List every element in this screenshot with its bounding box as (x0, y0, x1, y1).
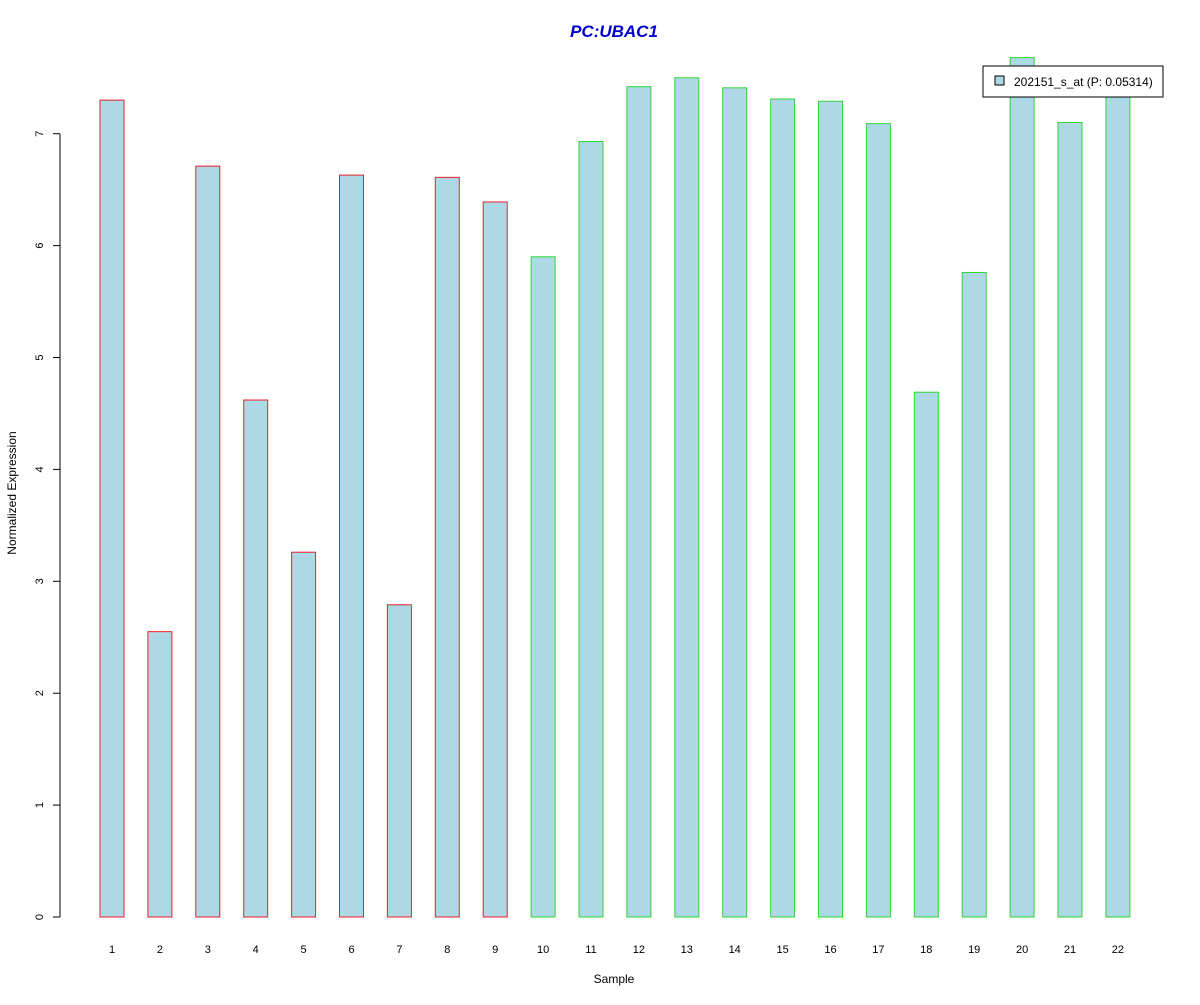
x-tick-label: 16 (824, 944, 836, 956)
y-tick-label: 7 (34, 131, 46, 137)
y-tick-label: 4 (34, 466, 46, 472)
y-tick-label: 0 (34, 914, 46, 920)
bars (99, 57, 1131, 918)
bar-sample-12 (626, 86, 652, 918)
x-tick-label: 5 (301, 944, 307, 956)
legend-series-label: 202151_s_at (P: 0.05314) (1014, 75, 1153, 89)
bar-sample-18 (913, 391, 939, 918)
x-tick-label: 2 (157, 944, 163, 956)
bar-sample-7 (386, 604, 412, 918)
y-tick-label: 5 (34, 354, 46, 360)
x-tick-label: 20 (1016, 944, 1028, 956)
bar-sample-21 (1057, 122, 1083, 918)
x-tick-labels: 1 2 3 4 5 6 7 8 9 10 11 12 13 14 15 16 17 18 19 20 21 22 (109, 944, 1124, 956)
bar-sample-22 (1105, 86, 1131, 918)
bar-sample-20 (1009, 57, 1035, 918)
x-tick-label: 7 (396, 944, 402, 956)
x-tick-label: 15 (776, 944, 788, 956)
x-tick-label: 18 (920, 944, 932, 956)
x-tick-label: 21 (1064, 944, 1076, 956)
y-tick-label: 1 (34, 802, 46, 808)
x-tick-label: 13 (681, 944, 693, 956)
chart-title: PC:UBAC1 (570, 22, 658, 41)
legend: 202151_s_at (P: 0.05314) (982, 65, 1164, 98)
y-axis-label: Normalized Expression (5, 431, 19, 554)
bar-sample-1 (99, 99, 125, 918)
bar-sample-5 (291, 551, 317, 918)
bar-sample-6 (339, 174, 364, 918)
x-tick-label: 3 (205, 944, 211, 956)
y-tick-label: 6 (34, 243, 46, 249)
bar-sample-15 (770, 98, 796, 918)
x-tick-label: 14 (729, 944, 741, 956)
x-tick-label: 22 (1112, 944, 1124, 956)
bar-sample-10 (530, 256, 556, 918)
x-tick-label: 10 (537, 944, 549, 956)
y-axis: 0 1 2 3 4 5 6 7 (34, 131, 61, 920)
bar-sample-2 (147, 631, 173, 918)
y-tick-label: 2 (34, 690, 46, 696)
bar-sample-14 (722, 87, 748, 918)
x-tick-label: 8 (444, 944, 450, 956)
legend-box (982, 65, 1164, 98)
x-axis-label: Sample (594, 972, 635, 986)
bar-sample-9 (482, 201, 508, 918)
x-tick-label: 9 (492, 944, 498, 956)
x-tick-label: 4 (253, 944, 259, 956)
x-tick-label: 6 (348, 944, 354, 956)
bar-sample-16 (818, 100, 843, 918)
x-tick-label: 19 (968, 944, 980, 956)
bar-sample-19 (961, 271, 987, 918)
bar-sample-11 (578, 141, 604, 918)
x-tick-label: 1 (109, 944, 115, 956)
legend-swatch (994, 75, 1005, 86)
bar-sample-17 (865, 123, 891, 918)
bar-sample-13 (674, 77, 700, 918)
y-tick-label: 3 (34, 578, 46, 584)
x-tick-label: 11 (585, 944, 596, 956)
bar-sample-4 (243, 399, 269, 918)
bar-sample-8 (434, 176, 460, 918)
x-tick-label: 12 (633, 944, 645, 956)
bar-sample-3 (195, 165, 221, 918)
x-tick-label: 17 (872, 944, 884, 956)
